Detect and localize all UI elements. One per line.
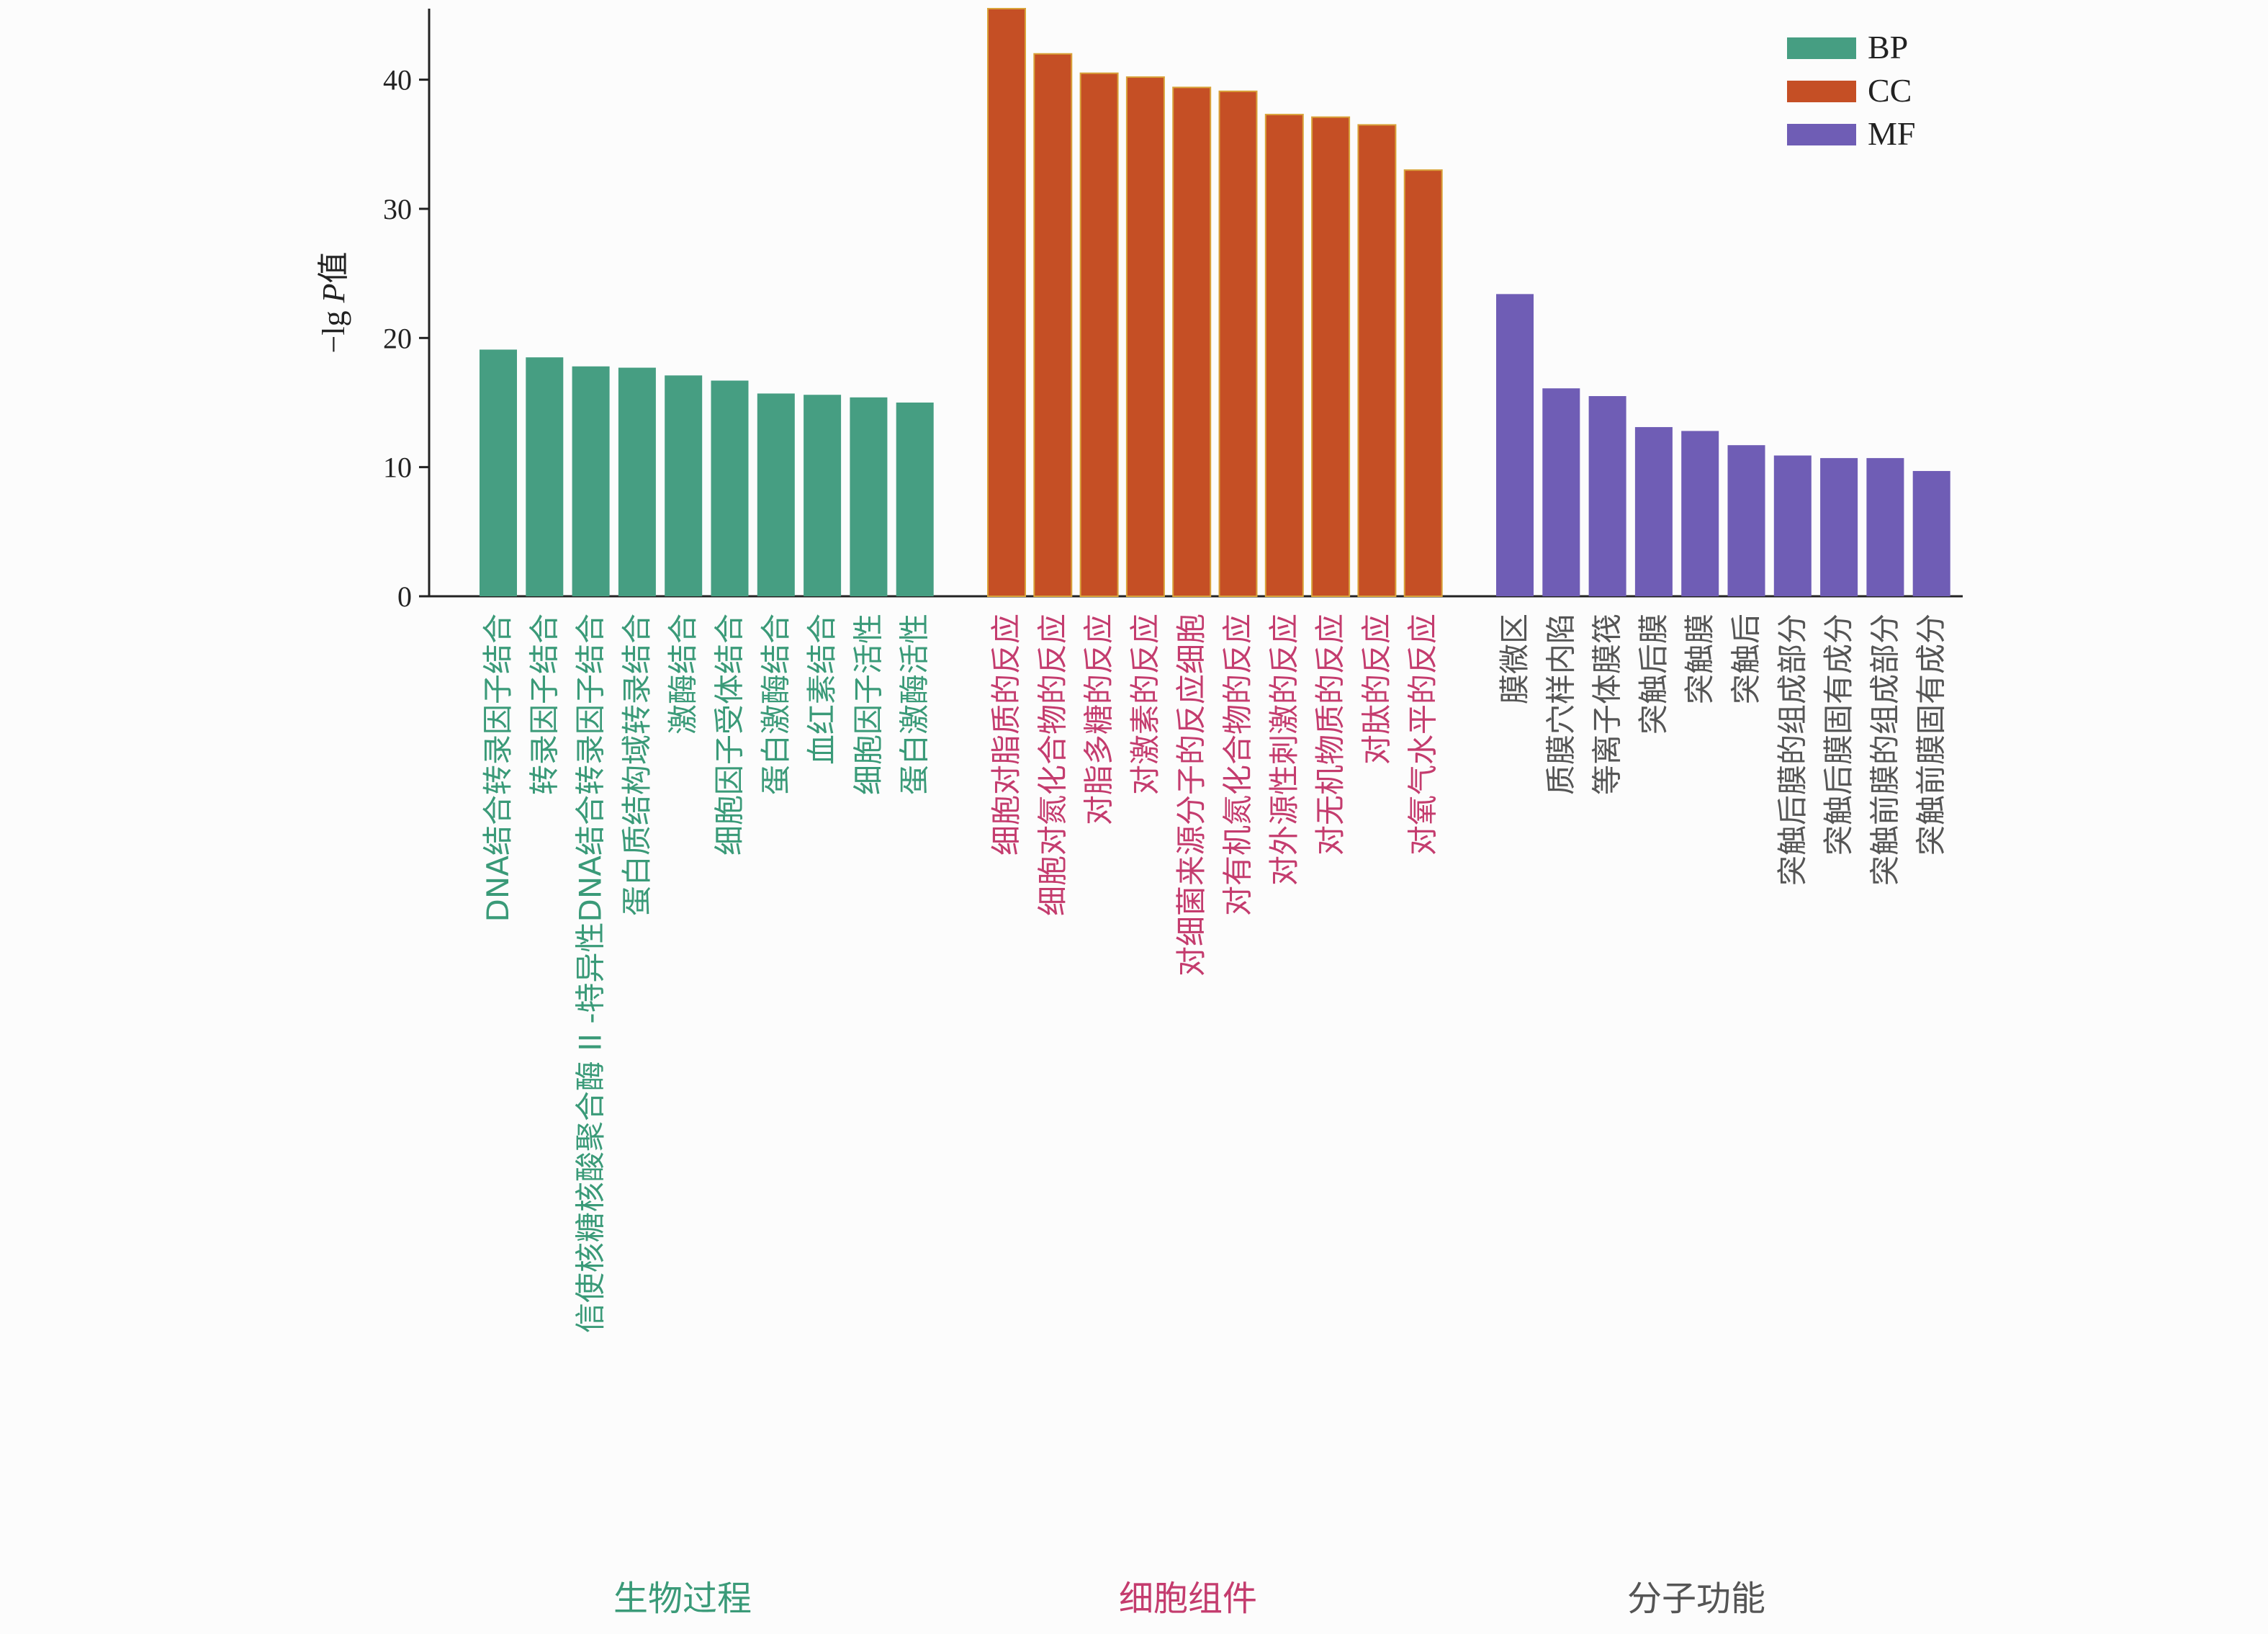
category-label: 细胞对脂质的反应 xyxy=(989,614,1024,856)
bar-bp xyxy=(711,380,749,596)
category-label: 突触后 xyxy=(1729,614,1764,704)
group-labels: 生物过程 细胞组件 分子功能 xyxy=(613,1579,1765,1619)
category-label: 细胞因子受体结合 xyxy=(712,614,747,856)
bar-bp xyxy=(850,397,888,596)
bar-mf xyxy=(1588,396,1626,596)
bar-cc xyxy=(1172,86,1212,597)
bar-bp xyxy=(665,375,703,596)
category-label: 血红素结合 xyxy=(804,614,840,765)
bar-cc xyxy=(1403,169,1443,597)
category-label: 对脂多糖的反应 xyxy=(1081,614,1117,825)
bar-cc xyxy=(1311,116,1351,597)
category-label: 蛋白质结构域转录结合 xyxy=(619,614,654,916)
bar-bp xyxy=(896,402,934,596)
group-label-bp: 生物过程 xyxy=(613,1579,752,1619)
bar-mf xyxy=(1727,445,1765,596)
category-label: DNA结合转录因子结合 xyxy=(480,614,516,923)
legend-label-cc: CC xyxy=(1868,72,1912,109)
category-label: 转录因子结合 xyxy=(526,614,562,795)
category-label: 突触膜 xyxy=(1682,614,1717,704)
bar-bp xyxy=(804,395,842,596)
bar-cc xyxy=(1264,114,1304,598)
bar-mf xyxy=(1820,458,1858,596)
y-tick-label: 30 xyxy=(383,193,412,225)
y-tick-label: 40 xyxy=(383,64,412,96)
bar-cc xyxy=(987,8,1026,597)
bar-cc xyxy=(1079,72,1119,597)
category-label: 突触前膜的组成部分 xyxy=(1867,614,1902,886)
bar-bp xyxy=(572,366,610,596)
category-label: 膜微区 xyxy=(1497,614,1532,704)
bar-mf xyxy=(1866,458,1904,596)
category-label: 突触后膜的组成部分 xyxy=(1775,614,1810,886)
category-labels: DNA结合转录因子结合 转录因子结合 信使核糖核酸聚合酶 II -特异性DNA结合转… xyxy=(480,614,1949,1333)
y-tick-label: 20 xyxy=(383,322,412,354)
legend: BP CC MF xyxy=(1787,29,1915,152)
y-axis: 0 10 20 30 40 xyxy=(383,9,431,613)
bar-bp xyxy=(618,367,656,596)
legend-swatch-cc xyxy=(1787,81,1856,102)
category-label: 对肽的反应 xyxy=(1359,614,1394,765)
bar-mf xyxy=(1542,388,1580,596)
group-label-mf: 分子功能 xyxy=(1627,1579,1765,1619)
category-label: 突触前膜固有成分 xyxy=(1914,614,1949,856)
category-label: 质膜穴样内陷 xyxy=(1543,614,1578,795)
category-label: 突触后膜 xyxy=(1636,614,1671,735)
bar-cc xyxy=(1218,90,1258,598)
category-label: 等离子体膜筏 xyxy=(1590,614,1625,795)
y-tick-label: 0 xyxy=(397,580,412,613)
bar-bp xyxy=(526,357,564,596)
category-label: 信使核糖核酸聚合酶 II -特异性DNA结合转录因子结合 xyxy=(573,614,608,1333)
category-label: 激酶结合 xyxy=(665,614,701,735)
category-label: 突触后膜固有成分 xyxy=(1821,614,1856,856)
bar-bp xyxy=(757,393,795,596)
category-label: 细胞因子活性 xyxy=(850,614,886,795)
category-label: 对无机物质的反应 xyxy=(1313,614,1348,856)
category-label: 对细菌来源分子的反应细胞 xyxy=(1174,614,1209,977)
y-tick-label: 10 xyxy=(383,452,412,484)
y-axis-label: −lg P值 xyxy=(316,252,351,354)
category-label: 蛋白激酶活性 xyxy=(897,614,932,795)
bar-mf xyxy=(1912,471,1950,596)
bar-cc xyxy=(1033,53,1073,598)
legend-label-bp: BP xyxy=(1868,29,1908,66)
bar-bp xyxy=(480,349,517,596)
legend-label-mf: MF xyxy=(1868,115,1915,152)
bar-mf xyxy=(1773,455,1812,596)
legend-swatch-bp xyxy=(1787,37,1856,59)
category-label: 对激素的反应 xyxy=(1128,614,1163,795)
category-label: 细胞对氮化合物的反应 xyxy=(1035,614,1070,916)
group-label-cc: 细胞组件 xyxy=(1119,1579,1257,1619)
bar-mf xyxy=(1681,431,1719,596)
bars xyxy=(480,8,1950,598)
category-label: 蛋白激酶结合 xyxy=(758,614,793,795)
bar-cc xyxy=(1357,124,1397,597)
bar-cc xyxy=(1125,76,1165,598)
bar-mf xyxy=(1634,427,1673,596)
bar-mf xyxy=(1496,294,1534,596)
category-label: 对氧气水平的反应 xyxy=(1405,614,1441,856)
legend-swatch-mf xyxy=(1787,124,1856,145)
category-label: 对有机氮化合物的反应 xyxy=(1220,614,1256,916)
category-label: 对外源性刺激的反应 xyxy=(1266,614,1302,886)
